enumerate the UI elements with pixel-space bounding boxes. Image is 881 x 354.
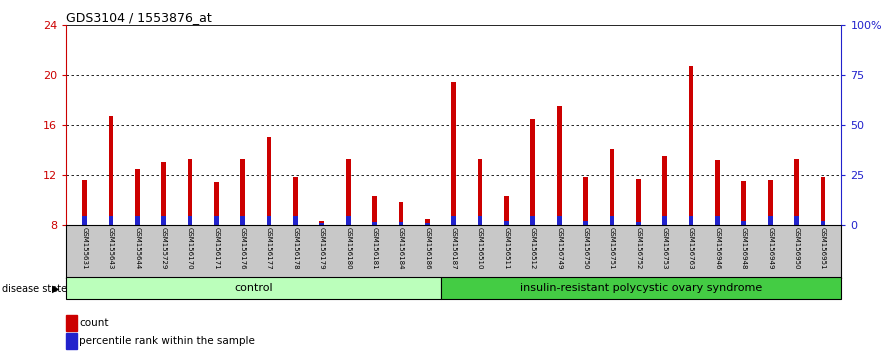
Text: ▶: ▶ <box>52 284 60 294</box>
Text: GSM156949: GSM156949 <box>767 227 774 269</box>
Text: GSM156170: GSM156170 <box>187 227 193 269</box>
Bar <box>451 216 456 225</box>
Text: GSM156763: GSM156763 <box>688 227 694 269</box>
Bar <box>214 182 218 225</box>
Text: GSM156751: GSM156751 <box>609 227 615 269</box>
Text: GSM156750: GSM156750 <box>582 227 589 269</box>
Bar <box>161 162 166 225</box>
Bar <box>293 177 298 225</box>
Bar <box>530 119 535 225</box>
Bar <box>320 223 324 225</box>
Bar <box>767 180 773 225</box>
Text: GSM156510: GSM156510 <box>478 227 483 269</box>
Bar <box>742 181 746 225</box>
Text: GSM156181: GSM156181 <box>372 227 378 269</box>
Bar <box>820 177 825 225</box>
Text: GSM156511: GSM156511 <box>503 227 509 269</box>
Text: GSM156187: GSM156187 <box>451 227 456 269</box>
Text: GDS3104 / 1553876_at: GDS3104 / 1553876_at <box>66 11 211 24</box>
Bar <box>478 159 483 225</box>
Bar <box>636 178 640 225</box>
Text: GSM155729: GSM155729 <box>160 227 167 269</box>
Text: disease state: disease state <box>2 284 67 294</box>
Bar <box>663 156 667 225</box>
Bar <box>425 218 430 225</box>
Bar <box>557 106 561 225</box>
Text: GSM156749: GSM156749 <box>556 227 562 269</box>
Text: GSM156753: GSM156753 <box>662 227 668 269</box>
Text: GSM156171: GSM156171 <box>213 227 219 269</box>
Bar <box>241 216 245 225</box>
Bar <box>188 216 192 225</box>
Bar <box>267 216 271 225</box>
Text: percentile rank within the sample: percentile rank within the sample <box>79 336 255 346</box>
Bar <box>451 82 456 225</box>
Bar <box>794 216 799 225</box>
Bar <box>82 216 87 225</box>
Bar <box>425 223 430 225</box>
Bar <box>373 222 377 225</box>
Bar <box>742 221 746 225</box>
Text: GSM156176: GSM156176 <box>240 227 246 269</box>
Text: GSM155644: GSM155644 <box>134 227 140 269</box>
Bar <box>214 216 218 225</box>
Bar <box>293 216 298 225</box>
Bar <box>610 216 614 225</box>
Bar <box>161 216 166 225</box>
Bar <box>82 180 87 225</box>
Bar <box>610 149 614 225</box>
Bar <box>440 277 841 299</box>
Bar <box>820 221 825 225</box>
Bar <box>108 216 114 225</box>
Bar <box>135 169 140 225</box>
Text: GSM156948: GSM156948 <box>741 227 747 269</box>
Text: GSM156752: GSM156752 <box>635 227 641 269</box>
Bar <box>346 216 351 225</box>
Bar <box>557 216 561 225</box>
Bar <box>346 159 351 225</box>
Bar <box>530 216 535 225</box>
Bar <box>478 216 483 225</box>
Bar <box>689 216 693 225</box>
Text: GSM156950: GSM156950 <box>794 227 800 269</box>
Bar <box>583 221 588 225</box>
Text: GSM156186: GSM156186 <box>425 227 430 269</box>
Bar <box>320 221 324 225</box>
Bar <box>241 159 245 225</box>
Bar <box>636 222 640 225</box>
Bar <box>715 160 720 225</box>
Bar <box>135 216 140 225</box>
Text: GSM156178: GSM156178 <box>292 227 299 269</box>
Text: GSM156179: GSM156179 <box>319 227 325 269</box>
Bar <box>583 177 588 225</box>
Text: insulin-resistant polycystic ovary syndrome: insulin-resistant polycystic ovary syndr… <box>520 283 762 293</box>
Text: GSM156946: GSM156946 <box>714 227 721 269</box>
Text: GSM156951: GSM156951 <box>820 227 825 269</box>
Bar <box>108 116 114 225</box>
Bar <box>398 222 403 225</box>
Bar <box>689 66 693 225</box>
Bar <box>504 196 509 225</box>
Text: control: control <box>234 283 272 293</box>
Bar <box>267 137 271 225</box>
Text: GSM155631: GSM155631 <box>82 227 87 269</box>
Bar <box>794 159 799 225</box>
Text: GSM156180: GSM156180 <box>345 227 352 269</box>
Bar <box>767 216 773 225</box>
Text: GSM156512: GSM156512 <box>529 227 536 269</box>
Text: count: count <box>79 318 108 328</box>
Bar <box>663 216 667 225</box>
Text: GSM155643: GSM155643 <box>107 227 114 269</box>
Bar <box>504 221 509 225</box>
Bar <box>373 196 377 225</box>
Text: GSM156177: GSM156177 <box>266 227 272 269</box>
Bar <box>715 216 720 225</box>
Bar <box>66 277 440 299</box>
Bar <box>188 159 192 225</box>
Bar <box>398 202 403 225</box>
Text: GSM156184: GSM156184 <box>398 227 404 269</box>
